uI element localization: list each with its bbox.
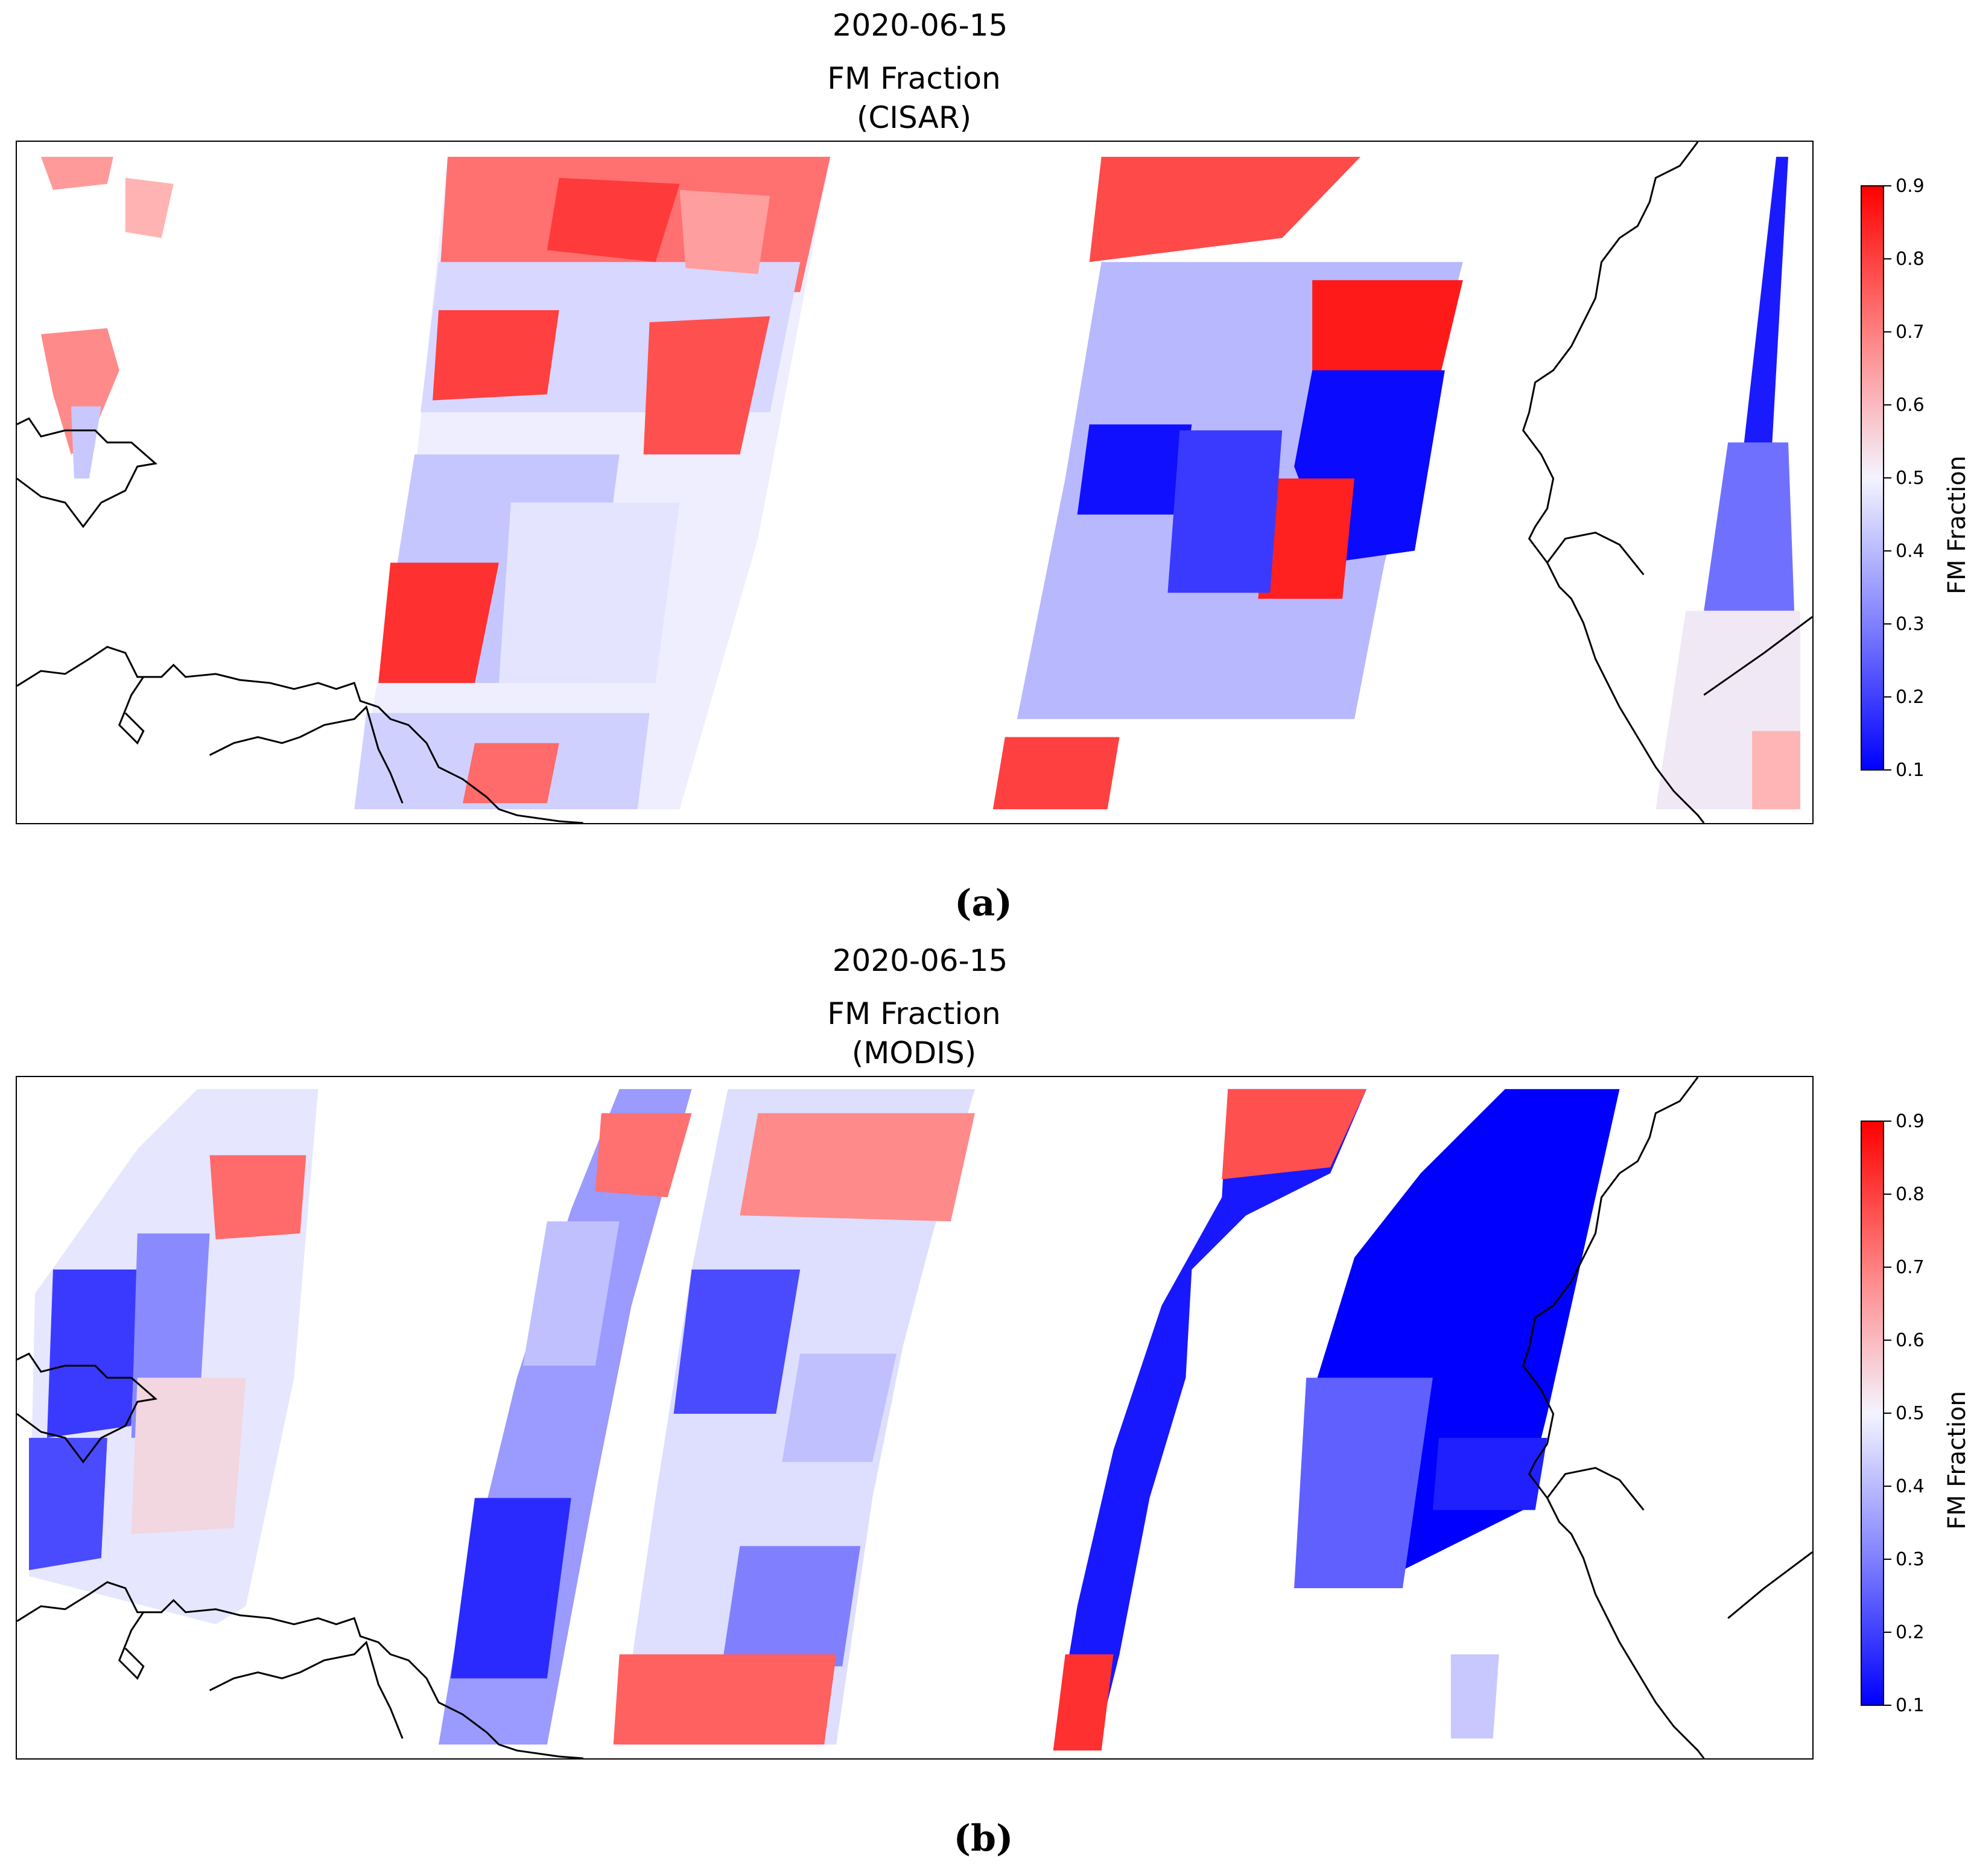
colorbar-tick-label: 0.5 bbox=[1896, 468, 1925, 489]
panel-caption: (b) bbox=[953, 1817, 1014, 1860]
panel-b: 2020-06-15 FM Fraction (MODIS) bbox=[0, 935, 1968, 1871]
colorbar-tick-label: 0.4 bbox=[1896, 1476, 1925, 1497]
colorbar-tick-label: 0.3 bbox=[1896, 614, 1925, 635]
colorbar-tick-label: 0.8 bbox=[1896, 1184, 1925, 1205]
strip-4 bbox=[1053, 1089, 1366, 1751]
panel-a: 2020-06-15 FM Fraction (CISAR) bbox=[0, 0, 1968, 935]
strip-5 bbox=[1294, 1089, 1620, 1739]
east-swath bbox=[992, 156, 1463, 810]
map-title: FM Fraction bbox=[827, 61, 1001, 96]
map-area bbox=[16, 1076, 1814, 1760]
far-east-strip bbox=[1655, 156, 1801, 810]
colorbar-title: FM Fraction bbox=[1943, 456, 1968, 594]
map-title: FM Fraction bbox=[827, 996, 1001, 1031]
colorbar-tick-label: 0.3 bbox=[1896, 1549, 1925, 1570]
panel-caption: (a) bbox=[954, 882, 1012, 924]
colorbar-tick-label: 0.5 bbox=[1896, 1403, 1925, 1424]
central-swath bbox=[354, 156, 831, 810]
date-title: 2020-06-15 bbox=[832, 943, 1008, 978]
colorbar-tick-label: 0.8 bbox=[1896, 249, 1925, 270]
map-svg bbox=[17, 142, 1812, 823]
west-patches bbox=[40, 156, 174, 479]
colorbar-tick-label: 0.2 bbox=[1896, 1622, 1925, 1643]
strip-2 bbox=[439, 1089, 692, 1745]
colorbar-tick-label: 0.9 bbox=[1896, 1111, 1925, 1132]
colorbar-tick-label: 0.4 bbox=[1896, 541, 1925, 562]
colorbar bbox=[1861, 185, 1884, 771]
colorbar-tick-label: 0.6 bbox=[1896, 395, 1925, 416]
colorbar-tick-label: 0.7 bbox=[1896, 1257, 1925, 1278]
colorbar-tick-label: 0.9 bbox=[1896, 176, 1925, 197]
colorbar bbox=[1861, 1121, 1884, 1706]
map-subtitle: (CISAR) bbox=[856, 100, 972, 135]
colorbar-tick-label: 0.2 bbox=[1896, 687, 1925, 708]
colorbar-tick-label: 0.6 bbox=[1896, 1330, 1925, 1351]
colorbar-tick-label: 0.1 bbox=[1896, 1695, 1925, 1716]
map-subtitle: (MODIS) bbox=[851, 1035, 977, 1070]
colorbar-title: FM Fraction bbox=[1943, 1391, 1968, 1530]
coastlines bbox=[17, 142, 1812, 823]
coastlines bbox=[17, 1077, 1812, 1758]
map-svg bbox=[17, 1077, 1812, 1758]
date-title: 2020-06-15 bbox=[832, 8, 1008, 43]
colorbar-tick-label: 0.7 bbox=[1896, 322, 1925, 343]
map-area bbox=[16, 141, 1814, 824]
strip-1 bbox=[28, 1089, 319, 1624]
strip-3 bbox=[613, 1089, 975, 1745]
colorbar-tick-label: 0.1 bbox=[1896, 760, 1925, 781]
